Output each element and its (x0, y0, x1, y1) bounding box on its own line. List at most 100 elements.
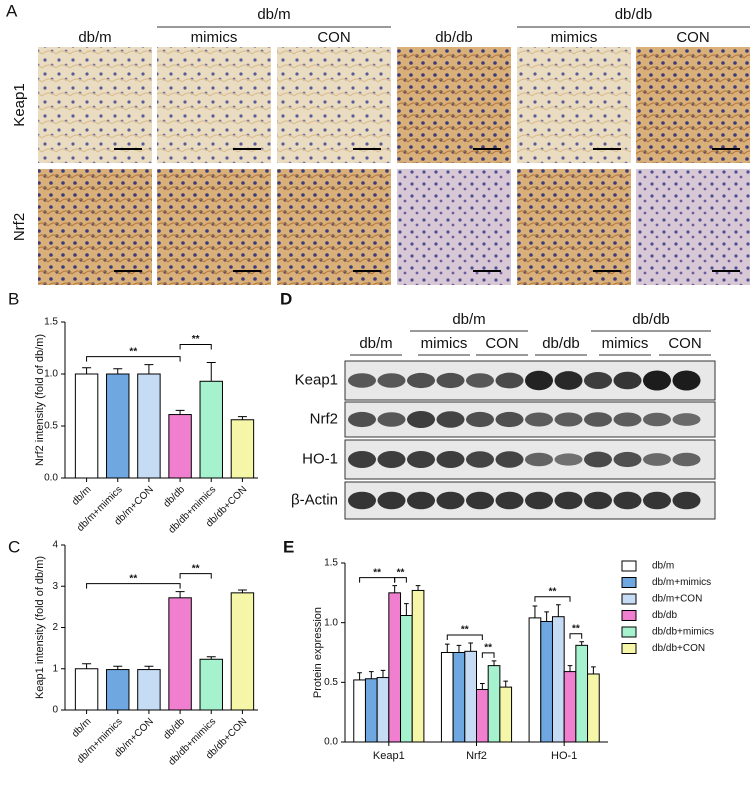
y-tick-label: 3 (52, 581, 58, 592)
x-tick-label: HO-1 (551, 750, 577, 762)
error-bar (555, 604, 561, 617)
error-bar (544, 611, 549, 622)
panel-label: D (280, 289, 292, 308)
x-tick-label: db/m (70, 716, 94, 740)
x-tick-label: Nrf2 (466, 750, 487, 762)
blot-band (495, 491, 524, 510)
micrograph (277, 169, 391, 285)
error-bar (357, 672, 362, 680)
bar (551, 616, 565, 743)
micrograph (38, 169, 152, 285)
blot-band (495, 411, 524, 428)
blot-band (672, 370, 701, 391)
column-header: CON (317, 29, 350, 46)
bar (487, 665, 501, 743)
error-bar (491, 660, 497, 666)
blot-band (643, 453, 671, 466)
blot-band (436, 411, 465, 428)
micrograph (517, 169, 631, 285)
blot-band (495, 451, 524, 468)
blot-band (525, 452, 553, 467)
legend-swatch (621, 626, 637, 638)
micrograph (517, 47, 631, 163)
row-label: Nrf2 (310, 410, 338, 427)
blot-band (643, 491, 671, 510)
legend-swatch (621, 593, 637, 605)
blot-band (613, 491, 642, 510)
y-tick-label: 1.5 (44, 317, 58, 328)
column-header: mimics (551, 29, 598, 46)
significance-bracket (446, 634, 483, 640)
legend-label: db/m (652, 561, 674, 572)
error-bar (206, 656, 216, 660)
error-bar (206, 362, 216, 382)
column-header: mimics (602, 335, 649, 352)
blot-band (554, 491, 583, 510)
error-bar (444, 643, 450, 653)
row-label: HO-1 (302, 450, 338, 467)
legend-swatch (621, 560, 637, 572)
error-bar (456, 644, 462, 653)
blot-band (407, 411, 435, 428)
y-tick-label: 4 (52, 540, 58, 551)
significance-bracket (179, 573, 212, 579)
bar (499, 686, 513, 743)
significance-bracket (86, 356, 181, 362)
blot-band (554, 371, 583, 390)
bar (137, 669, 161, 711)
row-label: Keap1 (11, 83, 28, 126)
blot-band (672, 491, 701, 510)
bar (575, 644, 589, 743)
error-bar (368, 671, 374, 679)
significance-label: ** (373, 567, 381, 578)
error-bar (82, 367, 92, 374)
bar (440, 652, 454, 743)
significance-bracket (394, 577, 407, 583)
blot-band (348, 491, 376, 510)
y-tick-label: 1.0 (324, 617, 338, 628)
panel-label: C (8, 537, 20, 556)
blot-band (525, 370, 553, 391)
significance-bracket (359, 577, 396, 583)
significance-bracket (86, 583, 181, 589)
micrograph (157, 47, 271, 163)
blot-band (554, 453, 583, 466)
blot-band (466, 451, 494, 468)
blot-band (436, 451, 465, 468)
y-axis-label: Nrf2 intensity (fold of db/m) (34, 334, 46, 466)
bar (452, 652, 466, 743)
error-bar (503, 680, 509, 688)
blot-band (584, 451, 612, 468)
bar (411, 589, 425, 743)
bar (106, 669, 130, 711)
bar (464, 650, 477, 743)
bar (106, 373, 130, 479)
error-bar (532, 605, 538, 618)
significance-bracket (481, 652, 495, 658)
blot-band (495, 372, 524, 389)
blot-band (377, 451, 406, 468)
column-header: CON (485, 335, 518, 352)
error-bar (415, 585, 421, 591)
row-label: Nrf2 (11, 213, 28, 241)
western-blot-panel: Ddb/m db/db db/m mimics CON db/db mimics CON Kea… (280, 289, 716, 520)
significance-label: ** (572, 623, 580, 634)
row-label: Keap1 (295, 371, 338, 388)
panel-label: E (283, 537, 294, 556)
panel-label: B (8, 289, 19, 308)
blot-band (672, 452, 701, 467)
bar (199, 380, 223, 479)
bar (376, 677, 390, 743)
error-bar (113, 368, 123, 374)
significance-label: ** (129, 346, 137, 357)
bar (137, 373, 161, 479)
column-header: db/m (78, 29, 111, 46)
blot-band (613, 371, 642, 390)
bar (199, 658, 223, 711)
error-bar (175, 409, 185, 415)
x-tick-label: Keap1 (373, 750, 405, 762)
bar (353, 679, 366, 743)
y-tick-label: 1 (52, 663, 58, 674)
bar (168, 414, 192, 479)
